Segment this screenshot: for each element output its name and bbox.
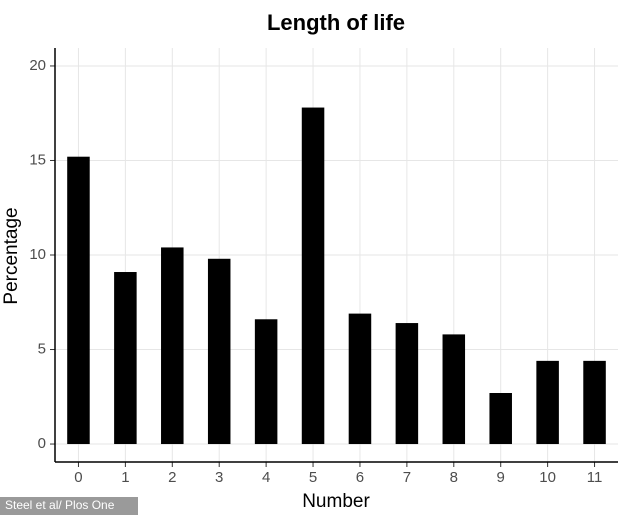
- chart-title: Length of life: [267, 10, 405, 35]
- bar: [536, 360, 559, 445]
- bar: [207, 258, 231, 445]
- x-tick-label: 0: [74, 469, 82, 486]
- source-credit: Steel et al/ Plos One: [5, 498, 115, 512]
- bar: [67, 156, 90, 445]
- x-tick-label: 10: [539, 469, 556, 486]
- bar: [442, 334, 466, 445]
- y-tick-label: 15: [29, 151, 46, 168]
- bar: [114, 272, 137, 445]
- y-tick-label: 5: [38, 340, 46, 357]
- bar: [583, 360, 606, 445]
- bar: [254, 319, 278, 445]
- x-tick-label: 1: [121, 469, 129, 486]
- y-tick-label: 20: [29, 57, 46, 74]
- y-tick-label: 10: [29, 246, 46, 263]
- bar: [348, 313, 372, 445]
- x-axis-label: Number: [302, 491, 370, 512]
- x-tick-label: 4: [262, 469, 270, 486]
- x-tick-label: 6: [356, 469, 364, 486]
- x-tick-label: 3: [215, 469, 223, 486]
- x-tick-label: 2: [168, 469, 176, 486]
- x-tick-label: 11: [587, 469, 603, 486]
- bar: [301, 107, 325, 445]
- bar: [489, 393, 512, 445]
- bar: [161, 247, 184, 445]
- plot-area: 0 5 10 15 20 0 1 2 3 4 5 6 7 8 9 10 11: [29, 48, 618, 486]
- x-tick-label: 5: [309, 469, 317, 486]
- x-tick-label: 8: [450, 469, 458, 486]
- x-tick-label: 7: [403, 469, 411, 486]
- x-tick-label: 9: [497, 469, 505, 486]
- y-axis-label: Percentage: [1, 207, 22, 304]
- y-tick-label: 0: [38, 435, 46, 452]
- source-box: [0, 497, 138, 515]
- bar: [395, 323, 419, 445]
